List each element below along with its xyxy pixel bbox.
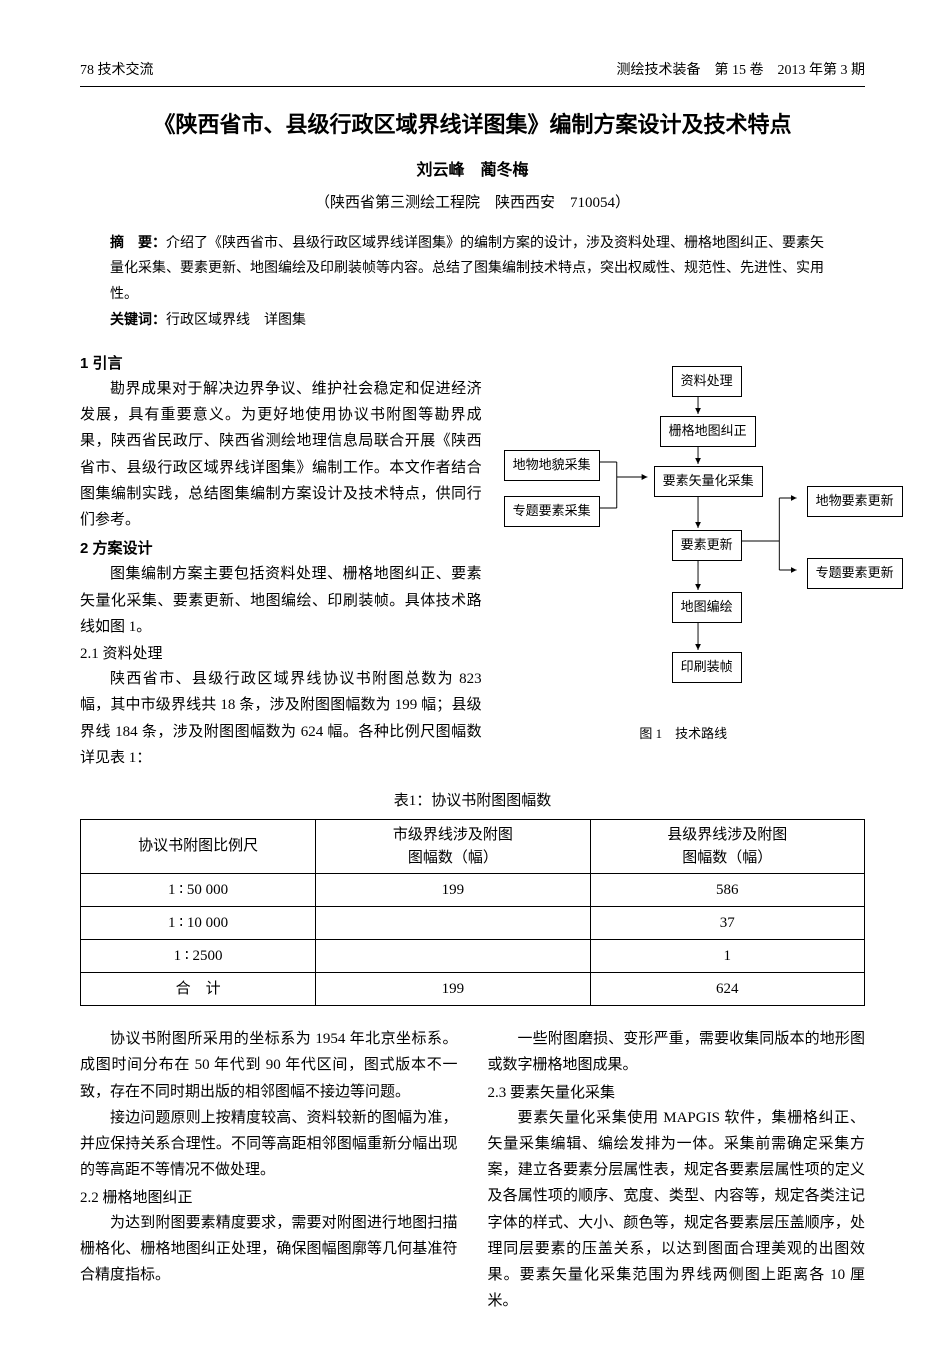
- keywords-label: 关键词：: [110, 311, 166, 327]
- table-row: 1 ∶ 50 000 199 586: [81, 874, 865, 907]
- top-left-column: 1 引言 勘界成果对于解决边界争议、维护社会稳定和促进经济发展，具有重要意义。为…: [80, 348, 482, 771]
- bottom-left-column: 协议书附图所采用的坐标系为 1954 年北京坐标系。成图时间分布在 50 年代到…: [80, 1026, 458, 1315]
- abstract-label: 摘 要：: [110, 234, 166, 250]
- section-2-3-p1: 要素矢量化采集使用 MAPGIS 软件，集栅格纠正、矢量采集编辑、编绘发排为一体…: [488, 1105, 866, 1315]
- table1-col-2: 县级界线涉及附图 图幅数（幅）: [590, 820, 864, 874]
- section-2-2-p1: 为达到附图要素精度要求，需要对附图进行地图扫描栅格化、栅格地图纠正处理，确保图幅…: [80, 1210, 458, 1289]
- section-1-p1: 勘界成果对于解决边界争议、维护社会稳定和促进经济发展，具有重要意义。为更好地使用…: [80, 376, 482, 534]
- fc-node-2: 栅格地图纠正: [660, 416, 756, 447]
- fc-node-6: 印刷装帧: [672, 652, 742, 683]
- fc-node-right-1: 地物要素更新: [807, 486, 903, 517]
- table1-caption: 表1：协议书附图图幅数: [80, 789, 865, 813]
- table1-col-0: 协议书附图比例尺: [81, 820, 316, 874]
- table-cell: [316, 907, 590, 940]
- header-right: 测绘技术装备 第 15 卷 2013 年第 3 期: [617, 60, 866, 82]
- section-2-2-p2: 一些附图磨损、变形严重，需要收集同版本的地形图或数字栅格地图成果。: [488, 1026, 866, 1079]
- table-cell: 1: [590, 940, 864, 973]
- table-cell: 624: [590, 973, 864, 1006]
- paper-title: 《陕西省市、县级行政区域界线详图集》编制方案设计及技术特点: [80, 107, 865, 142]
- fc-node-left-2: 专题要素采集: [504, 496, 600, 527]
- table-cell: 37: [590, 907, 864, 940]
- table-row: 合 计 199 624: [81, 973, 865, 1006]
- table-row: 1 ∶ 2500 1: [81, 940, 865, 973]
- table1-col-1: 市级界线涉及附图 图幅数（幅）: [316, 820, 590, 874]
- section-2-1-heading: 2.1 资料处理: [80, 642, 482, 666]
- fc-node-4: 要素更新: [672, 530, 742, 561]
- bottom-columns: 协议书附图所采用的坐标系为 1954 年北京坐标系。成图时间分布在 50 年代到…: [80, 1026, 865, 1315]
- keywords-line: 关键词：行政区域界线 详图集: [110, 307, 835, 333]
- table-cell: 1 ∶ 2500: [81, 940, 316, 973]
- table1-col-2-text: 县级界线涉及附图 图幅数（幅）: [667, 827, 787, 866]
- abstract-line: 摘 要：介绍了《陕西省市、县级行政区域界线详图集》的编制方案的设计，涉及资料处理…: [110, 230, 835, 307]
- section-2-1-p2: 协议书附图所采用的坐标系为 1954 年北京坐标系。成图时间分布在 50 年代到…: [80, 1026, 458, 1105]
- table-cell: 合 计: [81, 973, 316, 1006]
- table-cell: 199: [316, 874, 590, 907]
- fc-node-left-1: 地物地貌采集: [504, 450, 600, 481]
- top-right-column: 资料处理 栅格地图纠正 要素矢量化采集 要素更新 地图编绘 印刷装帧 地物地貌采…: [502, 348, 865, 771]
- fc-node-3: 要素矢量化采集: [654, 466, 763, 497]
- section-2-heading: 2 方案设计: [80, 537, 482, 561]
- fc-node-right-2: 专题要素更新: [807, 558, 903, 589]
- paper-authors: 刘云峰 蔺冬梅: [80, 158, 865, 184]
- abstract-block: 摘 要：介绍了《陕西省市、县级行政区域界线详图集》的编制方案的设计，涉及资料处理…: [110, 230, 835, 333]
- top-columns: 1 引言 勘界成果对于解决边界争议、维护社会稳定和促进经济发展，具有重要意义。为…: [80, 348, 865, 771]
- abstract-text: 介绍了《陕西省市、县级行政区域界线详图集》的编制方案的设计，涉及资料处理、栅格地…: [110, 236, 824, 301]
- section-2-1-p3: 接边问题原则上按精度较高、资料较新的图幅为准，并应保持关系合理性。不同等高距相邻…: [80, 1105, 458, 1184]
- section-2-2-heading: 2.2 栅格地图纠正: [80, 1186, 458, 1210]
- keywords-text: 行政区域界线 详图集: [166, 313, 306, 328]
- table-cell: 1 ∶ 10 000: [81, 907, 316, 940]
- section-2-p1: 图集编制方案主要包括资料处理、栅格地图纠正、要素矢量化采集、要素更新、地图编绘、…: [80, 561, 482, 640]
- table1-col-0-text: 协议书附图比例尺: [138, 838, 258, 854]
- header-left: 78 技术交流: [80, 60, 154, 82]
- flowchart-figure: 资料处理 栅格地图纠正 要素矢量化采集 要素更新 地图编绘 印刷装帧 地物地貌采…: [502, 358, 865, 718]
- section-2-3-heading: 2.3 要素矢量化采集: [488, 1081, 866, 1105]
- fc-node-5: 地图编绘: [672, 592, 742, 623]
- section-2-1-p1: 陕西省市、县级行政区域界线协议书附图总数为 823 幅，其中市级界线共 18 条…: [80, 666, 482, 771]
- section-1-heading: 1 引言: [80, 352, 482, 376]
- table1-col-1-text: 市级界线涉及附图 图幅数（幅）: [393, 827, 513, 866]
- paper-affiliation: （陕西省第三测绘工程院 陕西西安 710054）: [80, 191, 865, 215]
- table-cell: 199: [316, 973, 590, 1006]
- table1: 协议书附图比例尺 市级界线涉及附图 图幅数（幅） 县级界线涉及附图 图幅数（幅）…: [80, 819, 865, 1006]
- fc-node-1: 资料处理: [672, 366, 742, 397]
- table-cell: 586: [590, 874, 864, 907]
- table1-body: 1 ∶ 50 000 199 586 1 ∶ 10 000 37 1 ∶ 250…: [81, 874, 865, 1006]
- bottom-right-column: 一些附图磨损、变形严重，需要收集同版本的地形图或数字栅格地图成果。 2.3 要素…: [488, 1026, 866, 1315]
- table1-header-row: 协议书附图比例尺 市级界线涉及附图 图幅数（幅） 县级界线涉及附图 图幅数（幅）: [81, 820, 865, 874]
- page-header: 78 技术交流 测绘技术装备 第 15 卷 2013 年第 3 期: [80, 60, 865, 87]
- table-row: 1 ∶ 10 000 37: [81, 907, 865, 940]
- flowchart-caption: 图 1 技术路线: [502, 724, 865, 745]
- table-cell: [316, 940, 590, 973]
- table-cell: 1 ∶ 50 000: [81, 874, 316, 907]
